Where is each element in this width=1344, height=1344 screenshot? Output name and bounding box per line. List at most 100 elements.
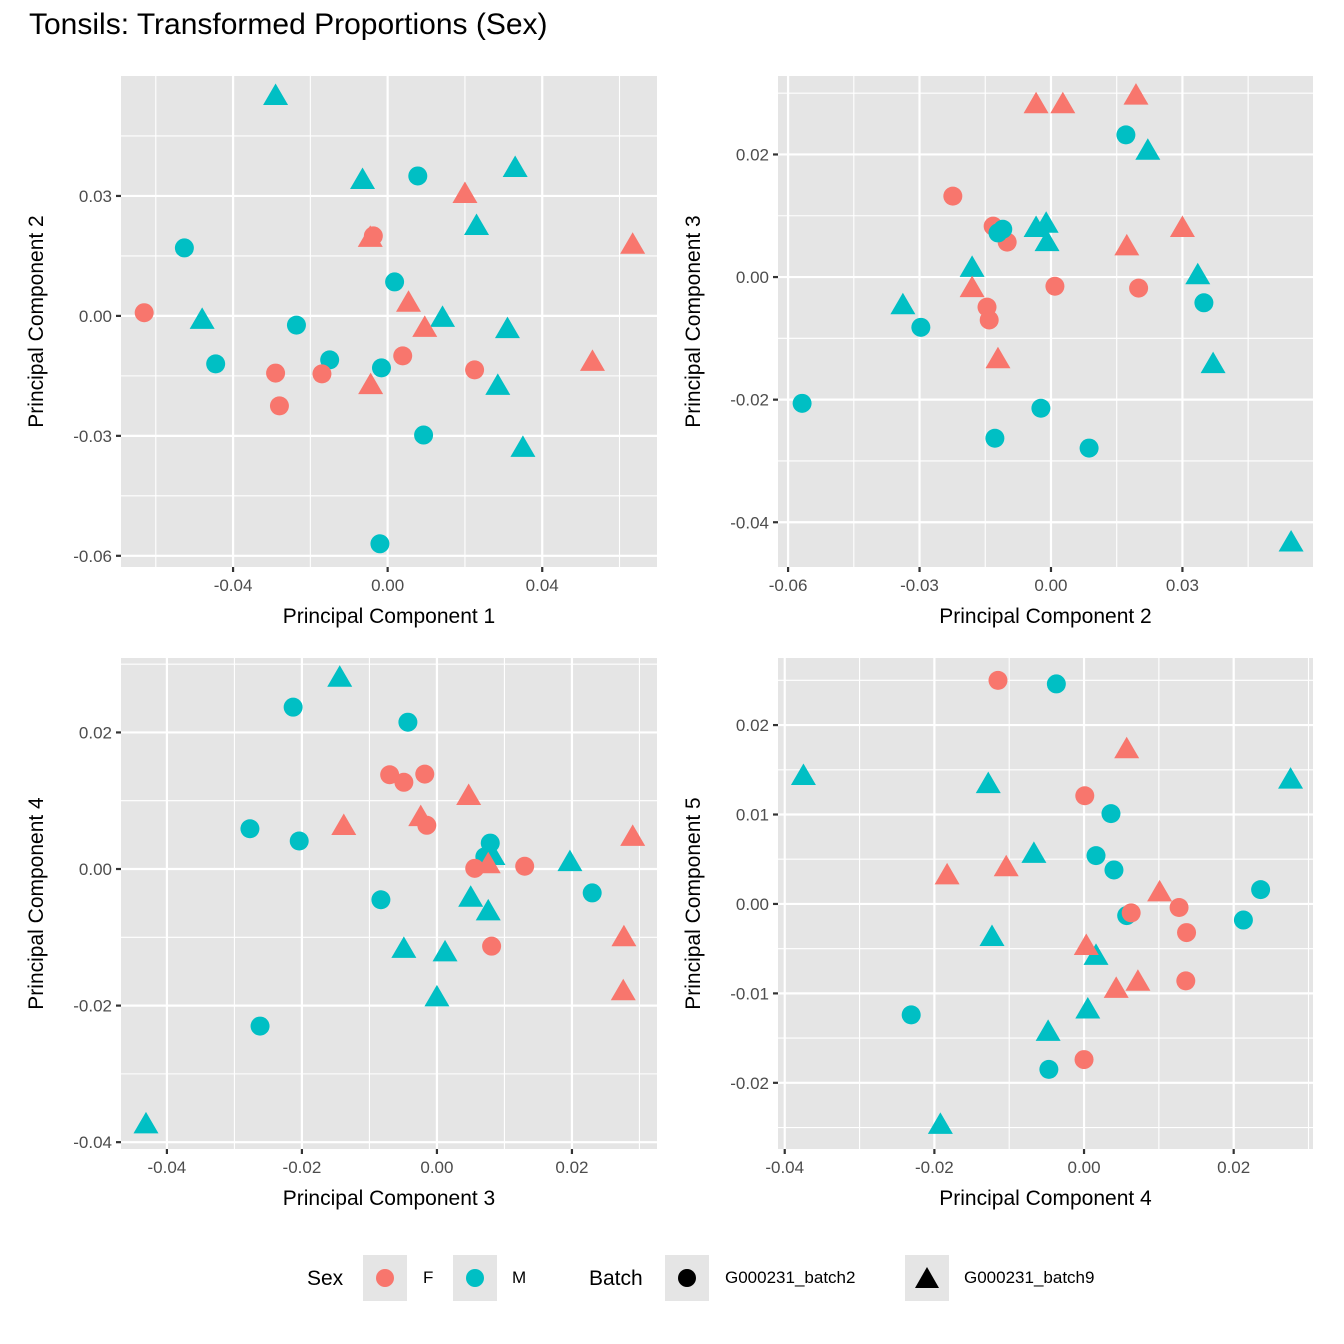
y-tick-label: -0.01 xyxy=(730,984,769,1003)
y-tick-label: 0.03 xyxy=(79,187,112,206)
point-triangle-f xyxy=(331,813,357,835)
point-circle-m xyxy=(283,697,303,717)
point-circle-m xyxy=(985,428,1005,448)
point-circle-m xyxy=(286,315,306,335)
y-axis-title: Principal Component 3 xyxy=(682,215,705,427)
point-circle-m xyxy=(1086,846,1106,866)
point-triangle-f xyxy=(1103,976,1129,998)
panel-3: -0.04 -0.02 0.00 0.02 0.02 0.00 -0.02 -0.04 Prin… xyxy=(25,658,657,1210)
point-triangle-f xyxy=(396,290,422,312)
legend-key-batch2 xyxy=(665,1255,709,1301)
point-triangle-m xyxy=(927,1112,953,1134)
point-triangle-m xyxy=(975,771,1001,794)
x-axis-title: Principal Component 4 xyxy=(939,1187,1152,1210)
point-circle-f xyxy=(394,772,414,792)
point-circle-m xyxy=(988,223,1008,243)
point-triangle-m xyxy=(458,885,484,907)
point-circle-m xyxy=(1079,438,1099,458)
point-circle-f xyxy=(415,764,435,784)
point-triangle-f xyxy=(959,275,985,298)
point-triangle-m xyxy=(494,316,520,339)
point-circle-f xyxy=(465,360,485,380)
point-triangle-f xyxy=(1050,91,1076,114)
point-triangle-f xyxy=(620,232,646,254)
point-triangle-f xyxy=(358,372,384,395)
x-tick-label: 0.00 xyxy=(371,576,404,595)
point-circle-f xyxy=(363,226,383,246)
legend-label-f: F xyxy=(423,1268,434,1287)
point-triangle-m xyxy=(510,435,536,457)
y-axis-title: Principal Component 2 xyxy=(25,215,48,427)
point-circle-m xyxy=(385,272,405,292)
point-triangle-m xyxy=(1200,351,1226,374)
point-triangle-f xyxy=(985,346,1011,369)
y-tick-label: -0.06 xyxy=(73,547,112,566)
point-circle-f xyxy=(269,396,289,416)
point-triangle-f xyxy=(1114,233,1140,256)
points xyxy=(134,83,646,554)
point-circle-f xyxy=(1177,923,1197,943)
point-triangle-f xyxy=(1114,736,1140,759)
point-triangle-m xyxy=(959,255,985,277)
x-tick-label: -0.04 xyxy=(765,1158,804,1177)
point-triangle-f xyxy=(610,978,636,1001)
point-circle-f xyxy=(417,815,437,835)
y-tick-label: 0.02 xyxy=(79,723,112,742)
point-triangle-m xyxy=(979,924,1005,947)
point-triangle-m xyxy=(475,898,501,921)
legend-circle-f-icon xyxy=(376,1269,394,1287)
x-tick-label: 0.02 xyxy=(555,1158,588,1177)
point-triangle-f xyxy=(412,315,438,337)
point-triangle-m xyxy=(485,373,511,395)
legend-circle-m-icon xyxy=(466,1269,484,1287)
point-circle-f xyxy=(1045,276,1065,296)
y-tick-label: -0.04 xyxy=(73,1133,112,1152)
point-circle-m xyxy=(1101,804,1121,824)
point-circle-f xyxy=(1121,903,1141,923)
figure: -0.04 0.00 0.04 0.03 0.00 -0.03 -0.06 Principal… xyxy=(25,76,1313,1210)
point-circle-m xyxy=(414,425,434,445)
point-triangle-m xyxy=(263,83,289,105)
point-triangle-f xyxy=(1023,91,1049,114)
point-triangle-f xyxy=(456,783,482,805)
point-circle-m xyxy=(408,166,428,186)
chart-title: Tonsils: Transformed Proportions (Sex) xyxy=(29,8,548,41)
point-circle-m xyxy=(1104,860,1124,880)
point-triangle-f xyxy=(579,349,605,371)
point-circle-m xyxy=(174,238,194,258)
point-triangle-f xyxy=(1147,879,1173,902)
point-triangle-f xyxy=(993,854,1019,877)
point-triangle-m xyxy=(1278,529,1304,552)
point-triangle-m xyxy=(1021,841,1047,863)
x-tick-label: -0.06 xyxy=(769,576,808,595)
point-circle-f xyxy=(1129,278,1149,298)
point-circle-m xyxy=(206,354,226,374)
point-triangle-m xyxy=(1075,996,1101,1019)
point-triangle-f xyxy=(475,851,501,874)
point-triangle-f xyxy=(934,862,960,885)
y-tick-label: -0.03 xyxy=(73,427,112,446)
legend-sex-title: Sex xyxy=(307,1267,344,1290)
legend-triangle-batch9-icon xyxy=(915,1267,939,1288)
point-circle-m xyxy=(792,393,812,413)
x-tick-label: -0.02 xyxy=(915,1158,954,1177)
legend-key-f xyxy=(363,1255,407,1301)
point-triangle-m xyxy=(189,307,215,329)
y-tick-label: 0.00 xyxy=(736,268,769,287)
point-circle-m xyxy=(371,358,391,378)
point-circle-m xyxy=(1039,1059,1059,1079)
point-circle-m xyxy=(289,831,309,851)
point-circle-m xyxy=(370,534,390,554)
point-triangle-m xyxy=(1278,767,1304,789)
point-triangle-m xyxy=(502,155,528,177)
x-axis-title: Principal Component 1 xyxy=(283,605,495,628)
y-tick-label: -0.02 xyxy=(73,997,112,1016)
y-axis-title: Principal Component 5 xyxy=(682,797,705,1009)
y-tick-label: -0.02 xyxy=(730,391,769,410)
panel-background xyxy=(778,76,1313,567)
x-tick-label: 0.03 xyxy=(1166,576,1199,595)
point-circle-f xyxy=(266,363,286,383)
point-triangle-f xyxy=(1123,83,1149,105)
point-triangle-m xyxy=(133,1111,159,1134)
point-triangle-m xyxy=(557,849,583,872)
